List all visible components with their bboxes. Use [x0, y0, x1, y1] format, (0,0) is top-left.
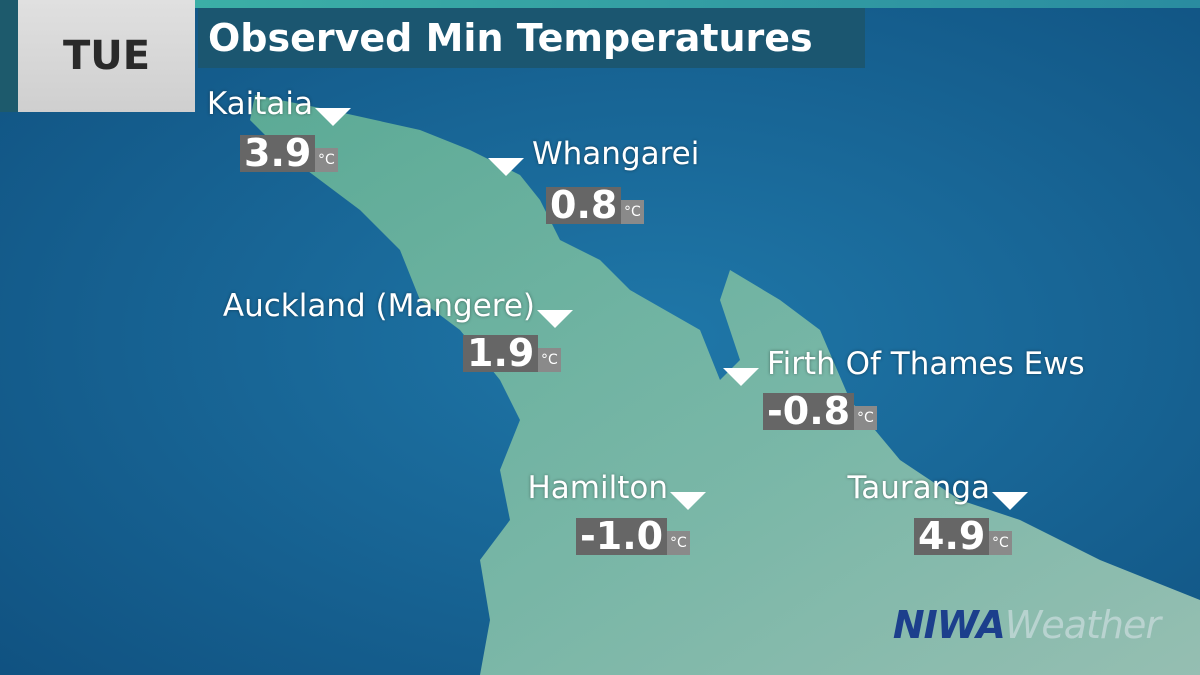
temperature: 1.9	[463, 334, 539, 372]
station-name: Kaitaia	[206, 86, 313, 122]
top-strip	[0, 0, 1200, 8]
station-name: Whangarei	[532, 136, 700, 172]
unit: °C	[538, 348, 561, 372]
marker	[488, 158, 524, 176]
station-name: Auckland (Mangere)	[222, 288, 535, 324]
marker	[992, 492, 1028, 510]
station-name: Hamilton	[527, 470, 669, 506]
day-strip	[0, 0, 18, 112]
marker	[670, 492, 706, 510]
unit: °C	[989, 531, 1012, 555]
unit: °C	[315, 148, 338, 172]
title: Observed Min Temperatures	[198, 8, 865, 68]
marker	[315, 108, 351, 126]
marker	[537, 310, 573, 328]
unit: °C	[854, 406, 877, 430]
unit: °C	[621, 200, 644, 224]
day-label: TUE	[18, 0, 195, 112]
unit: °C	[667, 531, 690, 555]
marker	[723, 368, 759, 386]
temperature: -1.0	[576, 517, 668, 555]
station-name: Tauranga	[847, 470, 990, 506]
temperature: 4.9	[914, 517, 990, 555]
temperature: -0.8	[763, 392, 855, 430]
temperature: 0.8	[546, 186, 622, 224]
station-name: Firth Of Thames Ews	[767, 346, 1085, 382]
logo-part: Weather	[1004, 603, 1161, 647]
logo: NIWAWeather	[892, 603, 1161, 647]
temperature: 3.9	[240, 134, 316, 172]
logo-part: NIWA	[892, 603, 1006, 647]
